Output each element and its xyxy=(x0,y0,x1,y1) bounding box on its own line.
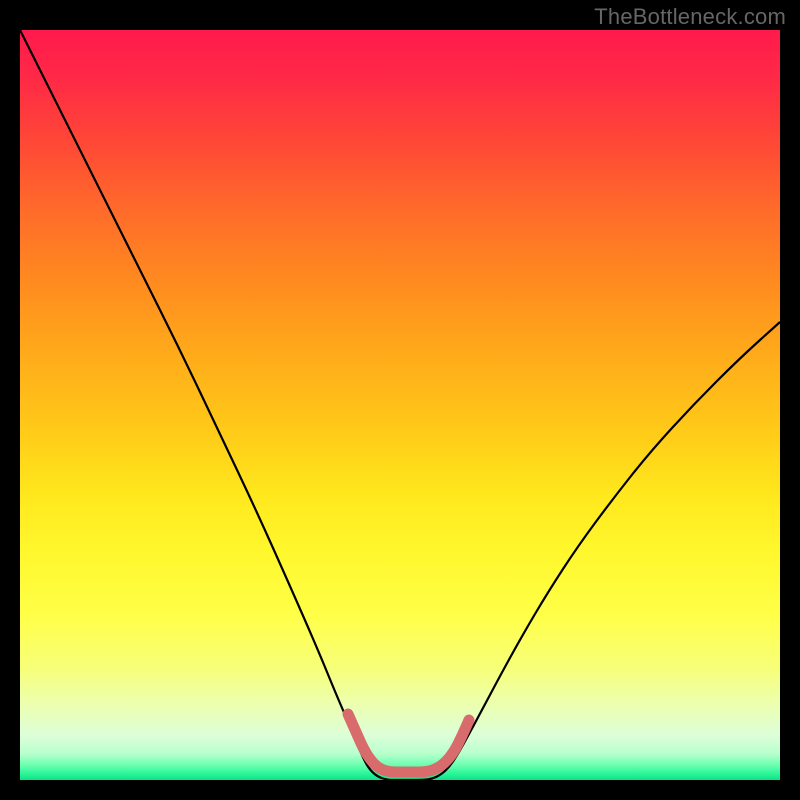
chart-container xyxy=(0,0,800,800)
watermark-text: TheBottleneck.com xyxy=(594,4,786,30)
chart-svg xyxy=(0,0,800,800)
plot-background xyxy=(20,30,780,780)
